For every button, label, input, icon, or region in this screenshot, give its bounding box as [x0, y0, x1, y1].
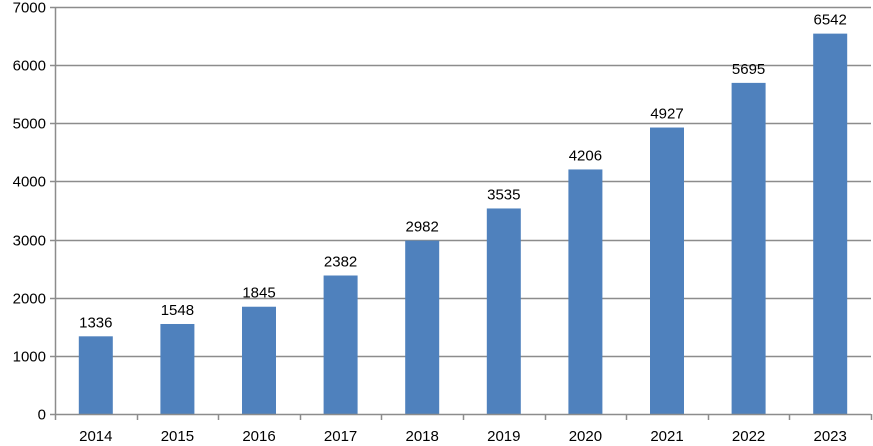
- bar-2018: [405, 240, 440, 414]
- data-label-2017: 2382: [324, 254, 357, 271]
- data-label-2014: 1336: [79, 314, 112, 331]
- data-label-2023: 6542: [814, 12, 847, 29]
- bar-2021: [650, 127, 684, 414]
- x-tick-label-2017: 2017: [324, 428, 357, 445]
- bar-2020: [568, 169, 603, 414]
- axes: [50, 6, 873, 420]
- y-tick-label: 3000: [13, 233, 46, 250]
- y-tick-label: 7000: [13, 0, 46, 17]
- data-label-2020: 4206: [569, 147, 602, 164]
- x-tick-label-2016: 2016: [242, 428, 275, 445]
- y-tick-label: 6000: [13, 58, 46, 75]
- data-label-2019: 3535: [487, 186, 520, 203]
- data-label-2018: 2982: [406, 219, 439, 236]
- x-tick-label-2020: 2020: [569, 428, 602, 445]
- data-label-2021: 4927: [650, 106, 683, 123]
- y-tick-label: 2000: [13, 291, 46, 308]
- data-label-2016: 1845: [242, 285, 275, 302]
- x-tick-label-2023: 2023: [814, 428, 847, 445]
- y-tick-label: 4000: [13, 174, 46, 191]
- bar-2019: [486, 208, 521, 414]
- x-tick-label-2019: 2019: [487, 428, 520, 445]
- data-label-2015: 1548: [161, 302, 194, 319]
- x-tick-label-2014: 2014: [79, 428, 112, 445]
- bar-2017: [323, 275, 358, 414]
- bar-2023: [813, 33, 848, 415]
- x-tick-label-2022: 2022: [732, 428, 765, 445]
- x-tick-label-2018: 2018: [406, 428, 439, 445]
- bar-2014: [78, 336, 113, 414]
- y-tick-label: 5000: [13, 116, 46, 133]
- labels: 0 1000 2000 3000 4000 5000 6000 7000 1336 2014 154…: [13, 0, 847, 445]
- x-tick-label-2021: 2021: [650, 428, 683, 445]
- bar-2015: [160, 323, 195, 414]
- data-label-2022: 5695: [732, 61, 765, 78]
- bar-2022: [731, 82, 766, 414]
- bars: [78, 33, 848, 415]
- x-tick-label-2015: 2015: [161, 428, 194, 445]
- y-tick-label: 0: [38, 407, 46, 424]
- y-tick-label: 1000: [13, 349, 46, 366]
- bar-2016: [242, 306, 276, 414]
- gridlines: [55, 6, 871, 358]
